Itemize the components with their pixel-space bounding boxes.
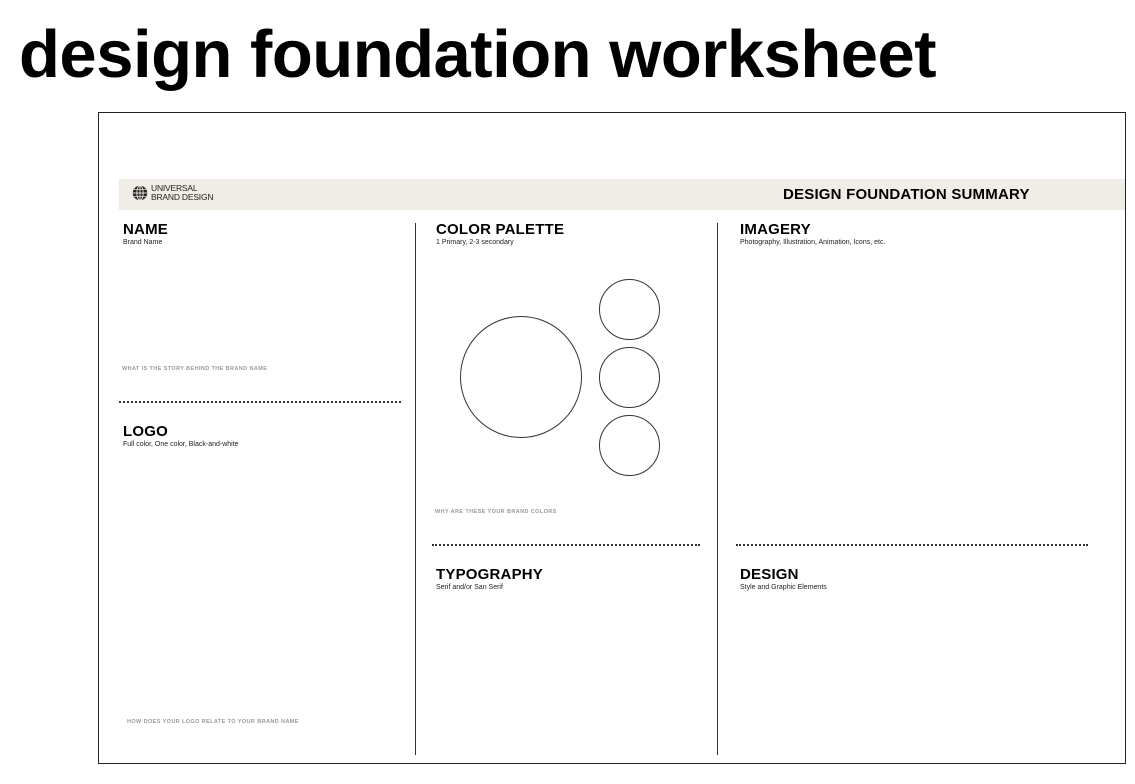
secondary-color-swatch-2 <box>599 347 660 408</box>
color-palette-divider <box>432 544 700 546</box>
design-subtitle: Style and Graphic Elements <box>740 584 827 591</box>
logo-title: LOGO <box>123 423 168 440</box>
color-palette-prompt: WHY ARE THESE YOUR BRAND COLORS <box>435 509 557 515</box>
design-title: DESIGN <box>740 566 799 583</box>
page-title: design foundation worksheet <box>19 17 937 92</box>
column-divider-right <box>717 223 718 755</box>
name-title: NAME <box>123 221 168 238</box>
worksheet: UNIVERSAL BRAND DESIGN DESIGN FOUNDATION… <box>98 112 1126 764</box>
secondary-color-swatch-3 <box>599 415 660 476</box>
color-palette-subtitle: 1 Primary, 2-3 secondary <box>436 239 514 246</box>
imagery-title: IMAGERY <box>740 221 811 238</box>
typography-title: TYPOGRAPHY <box>436 566 544 583</box>
brand-name-line2: BRAND DESIGN <box>151 191 214 202</box>
logo-prompt: HOW DOES YOUR LOGO RELATE TO YOUR BRAND … <box>127 719 299 725</box>
name-subtitle: Brand Name <box>123 239 163 246</box>
header-band: UNIVERSAL BRAND DESIGN DESIGN FOUNDATION… <box>119 179 1125 210</box>
logo-subtitle: Full color, One color, Black-and-white <box>123 441 239 448</box>
column-divider-left <box>415 223 416 755</box>
brand-logo: UNIVERSAL BRAND DESIGN <box>132 183 214 202</box>
name-prompt: WHAT IS THE STORY BEHIND THE BRAND NAME <box>122 366 268 372</box>
imagery-divider <box>736 544 1088 546</box>
typography-subtitle: Serif and/or San Serif <box>436 584 503 591</box>
primary-color-swatch <box>460 316 582 438</box>
brand-name-line1: UNIVERSAL <box>151 183 198 193</box>
secondary-color-swatch-1 <box>599 279 660 340</box>
name-divider <box>119 401 401 403</box>
summary-title: DESIGN FOUNDATION SUMMARY <box>783 186 1030 203</box>
imagery-subtitle: Photography, Illustration, Animation, Ic… <box>740 239 886 246</box>
color-palette-title: COLOR PALETTE <box>436 221 565 238</box>
globe-icon <box>132 184 148 201</box>
